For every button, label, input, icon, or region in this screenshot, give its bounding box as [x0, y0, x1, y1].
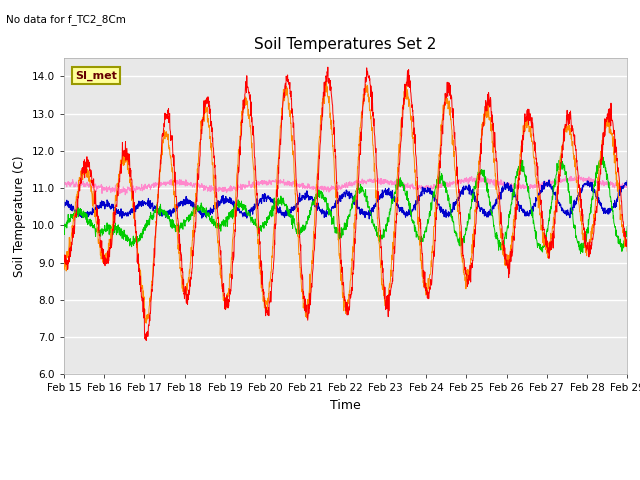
- X-axis label: Time: Time: [330, 399, 361, 412]
- Y-axis label: Soil Temperature (C): Soil Temperature (C): [13, 155, 26, 277]
- Text: SI_met: SI_met: [76, 70, 117, 81]
- Title: Soil Temperatures Set 2: Soil Temperatures Set 2: [255, 37, 436, 52]
- Text: No data for f_TC2_8Cm: No data for f_TC2_8Cm: [6, 14, 126, 25]
